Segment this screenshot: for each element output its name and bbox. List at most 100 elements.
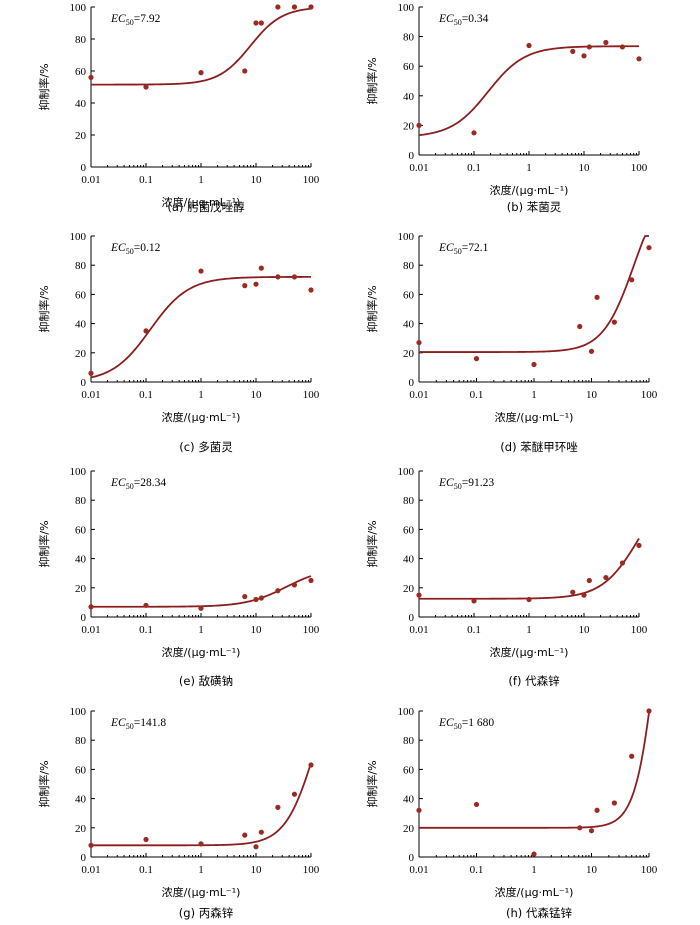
data-point — [198, 70, 204, 76]
y-axis-label: 抑制率/% — [37, 63, 51, 110]
fit-curve — [91, 7, 312, 86]
panel-caption: (b) 苯菌灵 — [507, 200, 562, 214]
fit-curve — [90, 276, 312, 379]
panel-caption: (c) 多菌灵 — [179, 440, 233, 454]
data-point — [291, 274, 298, 280]
x-tick-label: 10 — [251, 174, 263, 186]
x-tick-label: 0.1 — [139, 864, 153, 876]
panel-caption: (g) 丙森锌 — [179, 906, 234, 920]
ec50-value: 72.1 — [468, 242, 488, 254]
panel-e: 0 20 40 60 80 100 0.01 0.1 1 10 100 浓度/(μg·mL⁻¹) 抑制率… — [37, 466, 320, 688]
data-point — [611, 319, 617, 325]
x-tick-label: 0.01 — [81, 864, 100, 876]
ec50-label: EC50=0.34 — [438, 13, 489, 27]
y-tick-label: 60 — [75, 524, 87, 536]
data-point — [531, 851, 537, 857]
x-tick-label: 0.01 — [81, 389, 100, 401]
data-point — [531, 361, 537, 368]
x-tick-label: 0.01 — [81, 174, 100, 186]
data-point — [143, 602, 149, 608]
y-axis-label: 抑制率/% — [365, 57, 379, 104]
x-tick-label: 10 — [251, 624, 263, 636]
x-tick-label: 10 — [579, 624, 591, 636]
x-tick-label: 1 — [198, 389, 204, 401]
x-axis-label: 浓度/(μg·mL⁻¹) — [490, 645, 569, 659]
data-point — [258, 265, 264, 271]
y-axis-label: 抑制率/% — [365, 520, 379, 567]
x-tick-label: 1 — [526, 624, 532, 636]
data-point — [308, 762, 314, 768]
x-tick-label: 0.01 — [409, 864, 428, 876]
y-axis-label: 抑制率/% — [365, 285, 379, 332]
ec50-value: 0.34 — [468, 13, 488, 25]
y-axis-label: 抑制率/% — [37, 520, 51, 567]
data-point — [473, 356, 480, 362]
data-point — [198, 268, 204, 274]
x-tick-label: 0.01 — [409, 162, 428, 174]
y-tick-label: 60 — [403, 524, 415, 536]
data-point — [88, 842, 94, 848]
data-point — [471, 130, 477, 136]
panel-b: 0 20 40 60 80 100 0.01 0.1 1 10 100 浓度/(μg·mL⁻¹) 抑制率… — [365, 2, 648, 214]
data-point — [586, 577, 592, 584]
ec50-label: EC50=141.8 — [110, 717, 166, 731]
y-tick-label: 20 — [75, 583, 87, 595]
data-point — [88, 604, 94, 610]
data-point — [143, 84, 149, 90]
x-tick-label: 0.1 — [467, 162, 481, 174]
ec50-value: 1 680 — [468, 717, 494, 729]
data-point — [242, 832, 248, 838]
x-tick-label: 10 — [251, 864, 263, 876]
y-tick-label: 100 — [70, 2, 87, 14]
data-point — [570, 48, 576, 55]
data-point — [253, 844, 259, 850]
data-point — [577, 323, 583, 330]
y-tick-label: 100 — [70, 231, 87, 243]
data-point — [636, 56, 642, 62]
y-tick-label: 80 — [75, 495, 87, 507]
data-point — [636, 542, 642, 549]
x-tick-label: 10 — [586, 864, 598, 876]
data-point — [570, 589, 576, 595]
fit-curve — [419, 538, 640, 600]
y-tick-label: 40 — [75, 98, 87, 110]
x-tick-label: 10 — [586, 389, 598, 401]
data-point — [611, 800, 617, 806]
data-point — [473, 801, 480, 808]
x-tick-label: 100 — [631, 162, 648, 174]
data-point — [588, 828, 595, 834]
y-tick-label: 0 — [409, 150, 415, 162]
y-tick-label: 20 — [75, 348, 87, 360]
y-tick-label: 20 — [75, 130, 87, 142]
x-tick-label: 10 — [579, 162, 591, 174]
x-tick-label: 1 — [526, 162, 532, 174]
data-point — [646, 245, 652, 251]
y-tick-label: 0 — [409, 852, 415, 864]
x-axis-label: 浓度/(μg·mL⁻¹) — [162, 410, 241, 424]
y-tick-label: 20 — [403, 348, 415, 360]
data-point — [143, 836, 149, 843]
y-tick-label: 0 — [409, 612, 415, 624]
x-axis-label: 浓度/(μg·mL⁻¹) — [162, 195, 241, 209]
data-point — [308, 577, 314, 584]
data-point — [253, 596, 259, 603]
data-point — [258, 595, 264, 601]
y-tick-label: 80 — [403, 32, 415, 44]
panel-caption: (a) 肟菌戊唑醇 — [167, 200, 245, 214]
panel-d: 0 20 40 60 80 100 0.01 0.1 1 10 100 浓度/(μg·mL⁻¹) 抑制率… — [365, 231, 658, 454]
y-tick-label: 20 — [75, 823, 87, 835]
fit-curve — [418, 45, 640, 137]
data-point — [308, 4, 314, 10]
panel-caption: (e) 敌磺钠 — [179, 674, 233, 688]
y-tick-label: 40 — [403, 554, 415, 566]
fit-curve — [91, 762, 312, 847]
y-tick-label: 40 — [403, 794, 415, 806]
data-point — [291, 4, 298, 10]
ec50-label: EC50=72.1 — [438, 242, 489, 256]
panel-caption: (f) 代森锌 — [508, 674, 560, 688]
ec50-value: 28.34 — [140, 477, 166, 489]
x-tick-label: 0.1 — [139, 174, 153, 186]
data-point — [577, 825, 583, 831]
data-point — [258, 829, 264, 835]
